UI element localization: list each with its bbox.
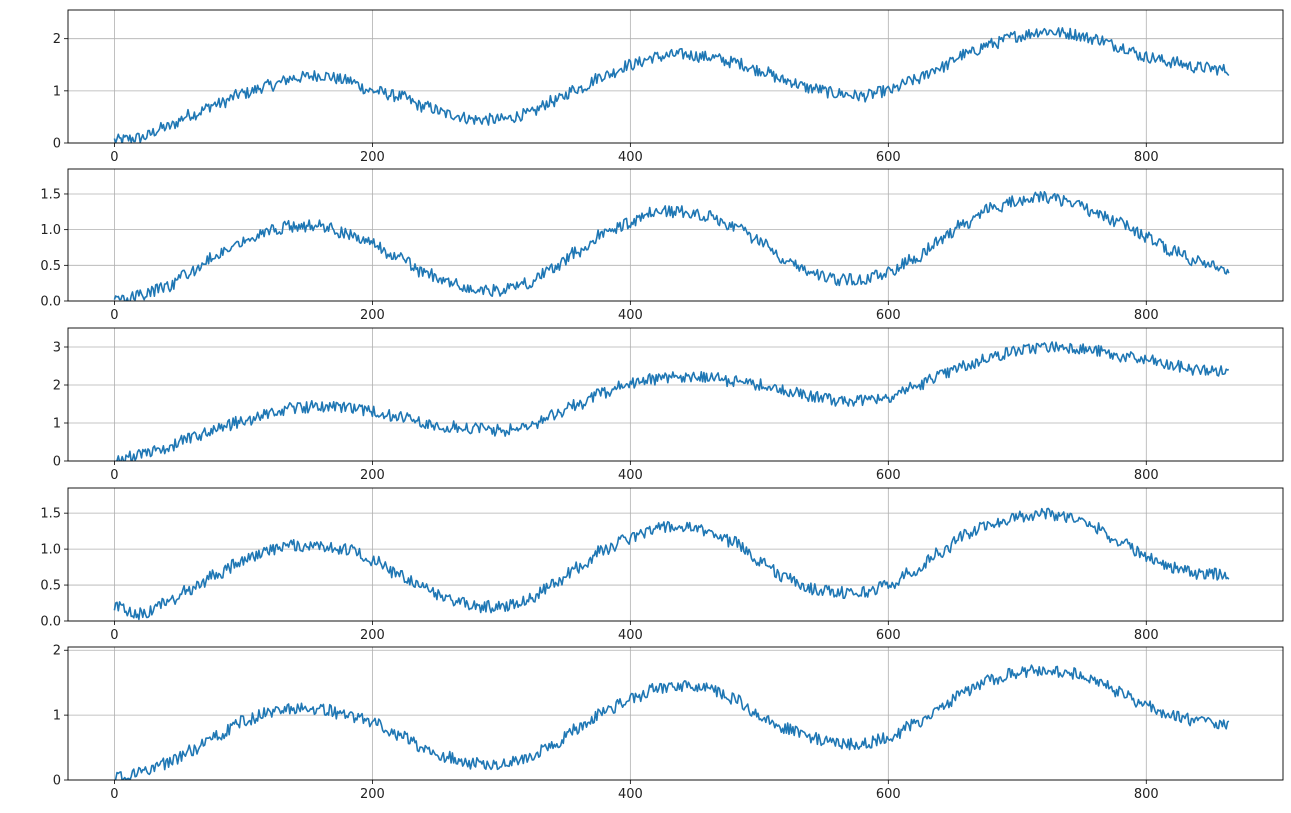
x-tick-label: 400 (618, 308, 643, 323)
chart-panel-1: 0 200 400 600 800 0 1 2 (53, 9, 1284, 165)
y-tick-label: 0.5 (40, 579, 61, 594)
y-tick-label: 0 (53, 774, 61, 789)
y-tick-label: 0.0 (40, 295, 61, 310)
axes-frame (67, 646, 1284, 781)
y-tick-label: 1.0 (40, 543, 61, 558)
chart-panel-5: 0 200 400 600 800 0 1 2 (53, 644, 1284, 802)
y-tick-label: 1 (53, 84, 61, 99)
x-tick-label: 200 (360, 628, 385, 643)
x-tick-label: 600 (876, 150, 901, 165)
x-tick-label: 800 (1134, 468, 1159, 483)
y-tick-label: 0 (53, 137, 61, 152)
data-series-line (113, 27, 1230, 143)
x-tick-label: 800 (1134, 308, 1159, 323)
data-series-line (113, 507, 1230, 621)
x-tick-label: 600 (876, 628, 901, 643)
y-tick-label: 2 (53, 32, 61, 47)
x-tick-label: 0 (110, 468, 118, 483)
x-tick-label: 400 (618, 628, 643, 643)
x-tick-label: 800 (1134, 150, 1159, 165)
x-tick-label: 0 (110, 628, 118, 643)
x-tick-label: 400 (618, 150, 643, 165)
y-tick-label: 0 (53, 455, 61, 470)
y-tick-label: 1.5 (40, 187, 61, 202)
y-tick-label: 1.0 (40, 223, 61, 238)
x-tick-label: 400 (618, 468, 643, 483)
x-tick-label: 200 (360, 308, 385, 323)
x-tick-label: 800 (1134, 628, 1159, 643)
y-tick-label: 1 (53, 417, 61, 432)
chart-panel-3: 0 200 400 600 800 0 1 2 3 (53, 327, 1284, 483)
x-tick-label: 200 (360, 150, 385, 165)
y-tick-label: 2 (53, 644, 61, 659)
x-tick-label: 200 (360, 787, 385, 802)
y-tick-label: 1.5 (40, 507, 61, 522)
axes-frame (67, 327, 1284, 462)
x-tick-label: 600 (876, 308, 901, 323)
y-tick-label: 1 (53, 709, 61, 724)
chart-panel-2: 0 200 400 600 800 0.0 0.5 1.0 1.5 (40, 168, 1284, 323)
y-tick-label: 0.0 (40, 615, 61, 630)
axes-frame (67, 487, 1284, 622)
y-tick-label: 3 (53, 341, 61, 356)
x-tick-label: 0 (110, 308, 118, 323)
data-series-line (114, 664, 1230, 780)
x-tick-label: 200 (360, 468, 385, 483)
data-series-line (113, 191, 1230, 301)
chart-panel-4: 0 200 400 600 800 0.0 0.5 1.0 1.5 (40, 487, 1284, 643)
y-tick-label: 0.5 (40, 259, 61, 274)
data-series-line (114, 341, 1230, 461)
y-tick-label: 2 (53, 379, 61, 394)
x-tick-label: 0 (110, 787, 118, 802)
axes-frame (67, 9, 1284, 144)
x-tick-label: 0 (110, 150, 118, 165)
x-tick-label: 600 (876, 468, 901, 483)
axes-frame (67, 168, 1284, 302)
x-tick-label: 600 (876, 787, 901, 802)
x-tick-label: 800 (1134, 787, 1159, 802)
x-tick-label: 400 (618, 787, 643, 802)
